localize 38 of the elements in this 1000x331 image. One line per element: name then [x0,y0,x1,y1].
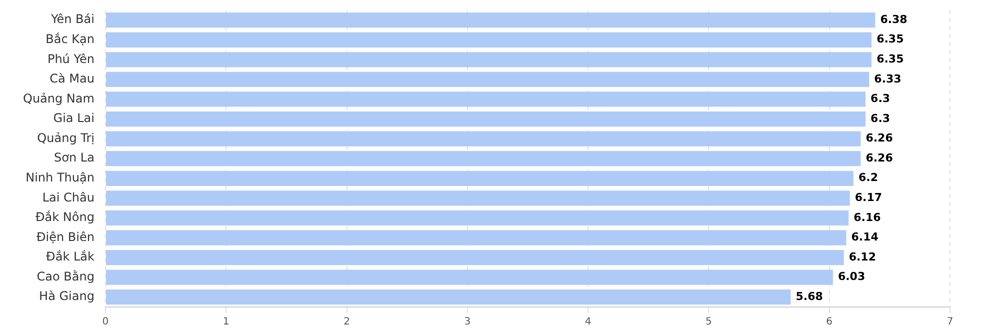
y-tick-label: Ninh Thuận [26,170,94,185]
y-tick-label: Phú Yên [47,52,94,66]
x-tick-label: 4 [584,316,592,328]
data-label: 6.16 [854,210,882,224]
y-tick-label: Đắk Lắk [46,250,95,264]
x-tick-label: 7 [946,316,954,328]
data-label: 6.26 [866,132,894,145]
x-tick-label: 3 [464,316,471,328]
data-label: 6.14 [851,230,879,244]
data-label: 6.35 [876,52,904,66]
y-tick-label: Yên Bái [50,12,94,26]
y-tick-label: Cao Bằng [36,269,94,284]
data-label: 6.12 [848,250,876,264]
data-label: 6.3 [870,92,890,106]
y-tick-label: Gia Lai [53,111,94,126]
data-label: 6.38 [880,12,908,26]
x-tick-label: 6 [826,316,833,328]
y-tick-label: Cà Mau [50,72,94,86]
y-tick-label: Quảng Nam [22,91,94,106]
y-tick-label: Bắc Kạn [46,32,94,46]
x-tick-label: 0 [102,316,109,328]
data-label: 6.26 [866,151,894,164]
y-tick-label: Điện Biên [36,230,94,244]
y-tick-label: Quảng Trị [37,130,94,145]
y-tick-label: Hà Giang [39,289,94,304]
data-label: 6.3 [870,112,890,125]
data-label: 5.68 [796,290,823,303]
y-tick-label: Đắk Nông [35,210,94,224]
data-label: 6.35 [876,32,904,46]
x-tick-label: 5 [706,316,712,328]
x-tick-label: 1 [222,316,230,328]
y-tick-label: Sơn La [54,150,94,165]
data-label: 6.33 [874,72,902,86]
data-label: 6.2 [858,171,878,184]
data-label: 6.03 [838,270,866,284]
data-label: 6.17 [854,191,882,204]
x-tick-label: 2 [344,316,350,328]
y-tick-label: Lai Châu [42,190,94,204]
